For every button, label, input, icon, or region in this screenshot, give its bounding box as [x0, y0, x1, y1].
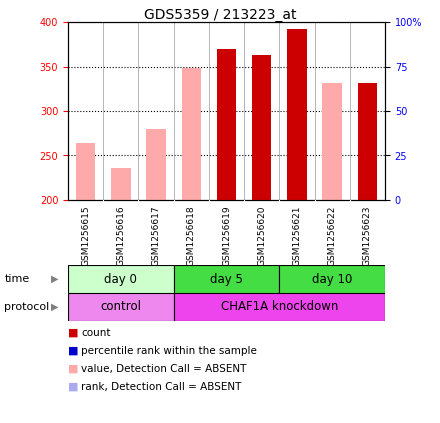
Text: ▶: ▶	[51, 274, 59, 284]
Bar	[147, 129, 166, 200]
Text: GSM1256621: GSM1256621	[293, 205, 301, 266]
Bar	[111, 168, 131, 200]
Text: ▶: ▶	[51, 302, 59, 312]
Text: day 10: day 10	[312, 272, 352, 286]
Text: ■: ■	[68, 328, 79, 338]
Text: GSM1256617: GSM1256617	[151, 205, 161, 266]
Text: CHAF1A knockdown: CHAF1A knockdown	[220, 300, 338, 313]
Text: day 0: day 0	[104, 272, 137, 286]
Text: GDS5359 / 213223_at: GDS5359 / 213223_at	[144, 8, 296, 22]
Bar	[68, 293, 174, 321]
Bar	[182, 68, 201, 200]
Bar	[174, 265, 279, 293]
Bar	[323, 82, 342, 200]
Text: value, Detection Call = ABSENT: value, Detection Call = ABSENT	[81, 364, 247, 374]
Text: GSM1256620: GSM1256620	[257, 205, 266, 266]
Text: GSM1256623: GSM1256623	[363, 205, 372, 266]
Text: percentile rank within the sample: percentile rank within the sample	[81, 346, 257, 356]
Bar	[287, 29, 307, 200]
Bar	[358, 82, 377, 200]
Bar	[252, 55, 271, 200]
Text: GSM1256615: GSM1256615	[81, 205, 90, 266]
Text: count: count	[81, 328, 111, 338]
Bar	[68, 265, 174, 293]
Text: ■: ■	[68, 346, 79, 356]
Text: protocol: protocol	[4, 302, 50, 312]
Bar	[217, 49, 236, 200]
Text: day 5: day 5	[210, 272, 243, 286]
Text: GSM1256619: GSM1256619	[222, 205, 231, 266]
Text: control: control	[100, 300, 141, 313]
Text: rank, Detection Call = ABSENT: rank, Detection Call = ABSENT	[81, 382, 242, 392]
Text: GSM1256616: GSM1256616	[116, 205, 125, 266]
Bar	[76, 143, 95, 200]
Text: ■: ■	[68, 364, 79, 374]
Text: GSM1256618: GSM1256618	[187, 205, 196, 266]
Text: ■: ■	[68, 382, 79, 392]
Text: time: time	[4, 274, 29, 284]
Text: GSM1256622: GSM1256622	[328, 205, 337, 266]
Bar	[279, 265, 385, 293]
Bar	[174, 293, 385, 321]
